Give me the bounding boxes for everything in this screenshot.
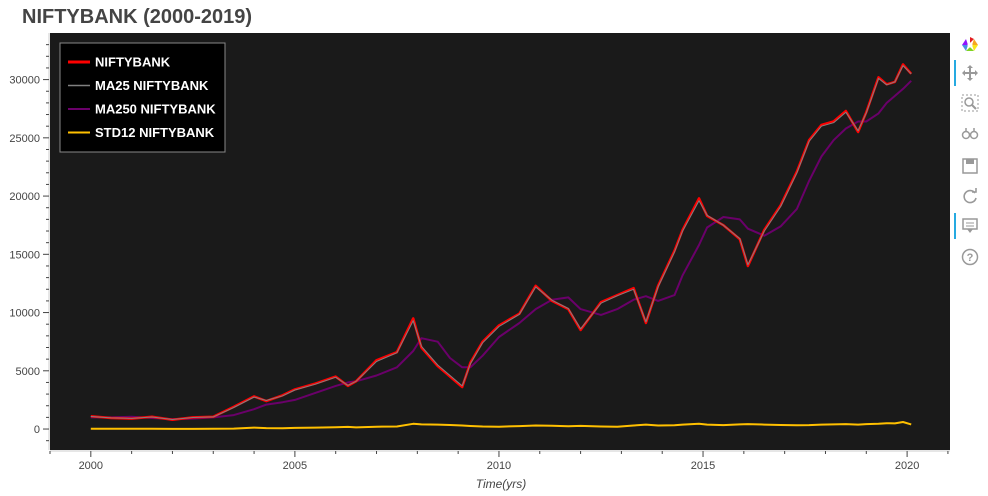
legend[interactable]: NIFTYBANK MA25 NIFTYBANK MA250 NIFTYBANK ST… <box>59 42 226 153</box>
legend-label[interactable]: MA25 NIFTYBANK <box>95 78 209 93</box>
y-tick-label: 10000 <box>9 308 40 320</box>
y-tick-label: 25000 <box>9 133 40 145</box>
x-axis-label: Time(yrs) <box>476 477 527 491</box>
chart-title: NIFTYBANK (2000-2019) <box>22 6 253 28</box>
y-tick-label: 15000 <box>9 249 40 261</box>
hover-tool-button[interactable] <box>954 213 984 239</box>
x-axis: 2000 2005 2010 2015 2020 <box>49 450 950 472</box>
y-axis: 0 5000 10000 15000 20000 25000 30000 <box>9 33 50 450</box>
x-tick-label: 2020 <box>895 460 919 472</box>
legend-label[interactable]: MA250 NIFTYBANK <box>95 102 216 117</box>
x-tick-label: 2015 <box>691 460 715 472</box>
wheel-zoom-tool-button[interactable] <box>956 121 984 147</box>
series-line-ma25-niftybank <box>90 65 912 420</box>
y-tick-label: 5000 <box>16 366 40 378</box>
y-tick-label: 20000 <box>9 191 40 203</box>
reset-tool-button[interactable] <box>956 183 984 209</box>
save-icon <box>961 157 979 175</box>
box-zoom-icon <box>961 94 979 112</box>
hover-icon <box>961 217 979 235</box>
series-lines <box>90 63 913 430</box>
bokeh-logo-icon <box>960 35 980 55</box>
x-tick-label: 2000 <box>79 460 103 472</box>
help-icon: ? <box>961 248 979 266</box>
pan-tool-button[interactable] <box>954 60 984 86</box>
save-tool-button[interactable] <box>956 153 984 179</box>
x-tick-label: 2010 <box>487 460 511 472</box>
pan-icon <box>961 64 979 82</box>
x-tick-label: 2005 <box>283 460 307 472</box>
svg-text:?: ? <box>967 252 974 264</box>
wheel-zoom-icon <box>961 125 979 143</box>
series-line-std12-niftybank <box>90 421 912 430</box>
box-zoom-tool-button[interactable] <box>956 90 984 116</box>
help-tool-button[interactable]: ? <box>956 244 984 270</box>
bokeh-logo-tool-button[interactable] <box>956 32 984 58</box>
legend-label[interactable]: STD12 NIFTYBANK <box>95 125 215 140</box>
y-tick-label: 30000 <box>9 75 40 87</box>
toolbar: ? <box>952 32 988 272</box>
reset-icon <box>961 187 979 205</box>
legend-label[interactable]: NIFTYBANK <box>95 55 171 70</box>
y-tick-label: 0 <box>34 424 40 436</box>
